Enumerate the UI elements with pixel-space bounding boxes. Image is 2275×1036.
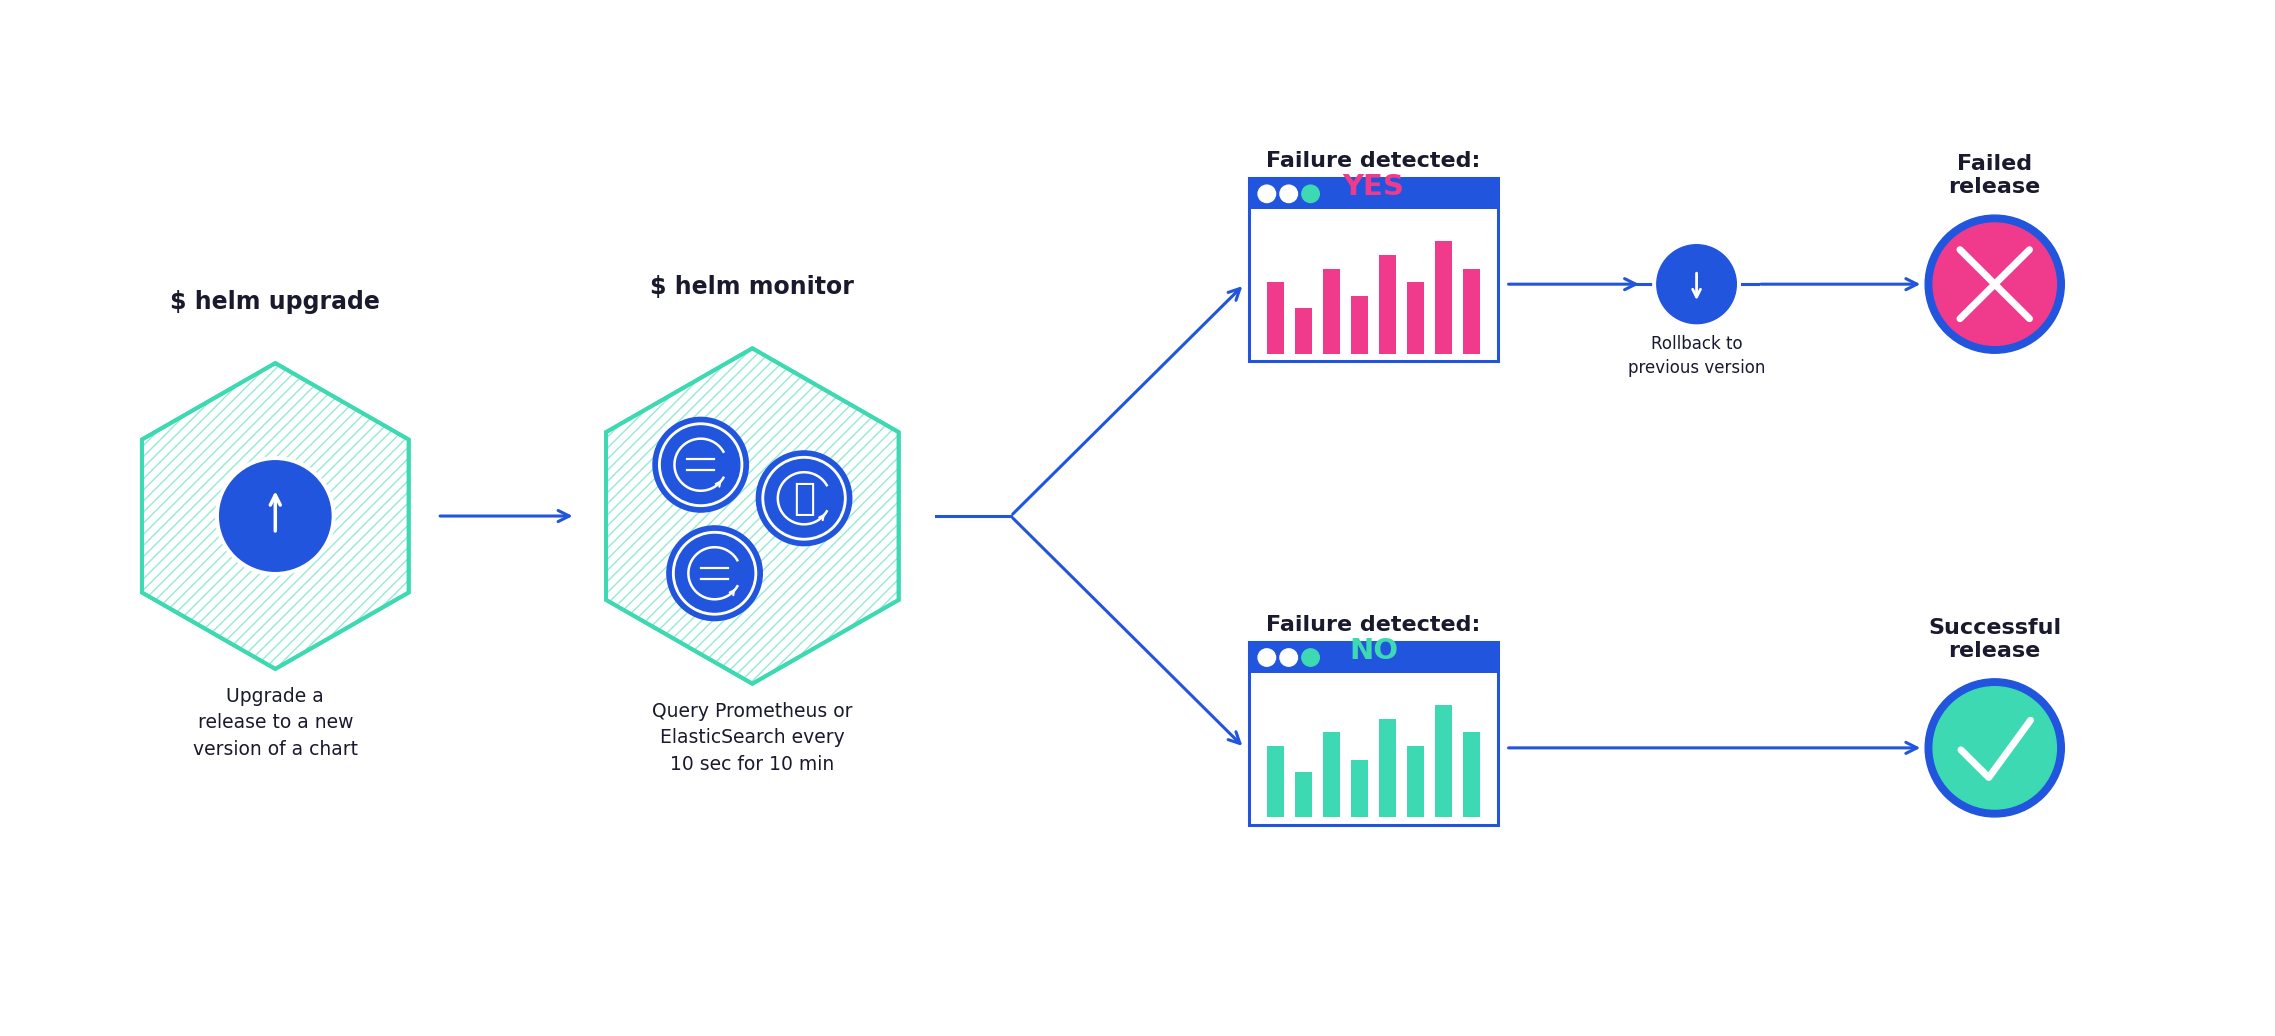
Circle shape	[1258, 649, 1276, 666]
FancyBboxPatch shape	[1351, 759, 1367, 817]
Circle shape	[1301, 649, 1320, 666]
Circle shape	[1925, 679, 2063, 817]
FancyBboxPatch shape	[1406, 283, 1424, 353]
Circle shape	[673, 531, 758, 615]
FancyBboxPatch shape	[1267, 746, 1285, 817]
Circle shape	[653, 418, 748, 512]
Circle shape	[1258, 185, 1276, 202]
FancyBboxPatch shape	[1267, 283, 1285, 353]
FancyBboxPatch shape	[1351, 296, 1367, 353]
FancyBboxPatch shape	[1463, 732, 1481, 817]
Circle shape	[1281, 185, 1297, 202]
Text: YES: YES	[1342, 173, 1404, 201]
FancyBboxPatch shape	[1436, 704, 1451, 817]
FancyBboxPatch shape	[1249, 178, 1497, 209]
Text: Failure detected:: Failure detected:	[1267, 151, 1481, 171]
Polygon shape	[605, 348, 899, 684]
Text: Upgrade a
release to a new
version of a chart: Upgrade a release to a new version of a …	[193, 687, 357, 758]
Circle shape	[667, 526, 762, 621]
Circle shape	[660, 423, 742, 507]
FancyBboxPatch shape	[1249, 178, 1497, 361]
FancyBboxPatch shape	[1436, 241, 1451, 353]
FancyBboxPatch shape	[1249, 642, 1497, 825]
FancyBboxPatch shape	[1463, 268, 1481, 353]
FancyBboxPatch shape	[1322, 268, 1340, 353]
FancyBboxPatch shape	[1379, 255, 1397, 353]
Text: Rollback to
previous version: Rollback to previous version	[1629, 336, 1765, 377]
Circle shape	[662, 426, 739, 503]
Text: Failure detected:: Failure detected:	[1267, 614, 1481, 635]
Circle shape	[1281, 649, 1297, 666]
Circle shape	[764, 459, 844, 537]
Text: Failed
release: Failed release	[1950, 154, 2041, 197]
FancyBboxPatch shape	[1379, 719, 1397, 817]
Circle shape	[216, 457, 334, 575]
Circle shape	[221, 461, 330, 571]
Circle shape	[1663, 251, 1731, 318]
Circle shape	[1934, 687, 2057, 809]
Circle shape	[1301, 185, 1320, 202]
Text: $ helm monitor: $ helm monitor	[651, 275, 855, 299]
Circle shape	[1925, 215, 2063, 353]
Circle shape	[1934, 223, 2057, 345]
Text: NO: NO	[1349, 637, 1399, 665]
FancyBboxPatch shape	[1249, 642, 1497, 673]
FancyBboxPatch shape	[1294, 309, 1313, 353]
Circle shape	[1656, 244, 1736, 323]
Text: $ helm upgrade: $ helm upgrade	[171, 290, 380, 314]
FancyBboxPatch shape	[1294, 772, 1313, 817]
Circle shape	[676, 535, 753, 612]
Text: Successful
release: Successful release	[1929, 617, 2061, 661]
Circle shape	[225, 466, 325, 566]
Text: Query Prometheus or
ElasticSearch every
10 sec for 10 min: Query Prometheus or ElasticSearch every …	[653, 701, 853, 774]
Circle shape	[755, 451, 851, 546]
FancyBboxPatch shape	[1322, 732, 1340, 817]
Text: 🔥: 🔥	[794, 480, 814, 517]
Polygon shape	[141, 363, 410, 669]
Circle shape	[762, 457, 846, 540]
FancyBboxPatch shape	[1406, 746, 1424, 817]
Circle shape	[1654, 240, 1740, 327]
